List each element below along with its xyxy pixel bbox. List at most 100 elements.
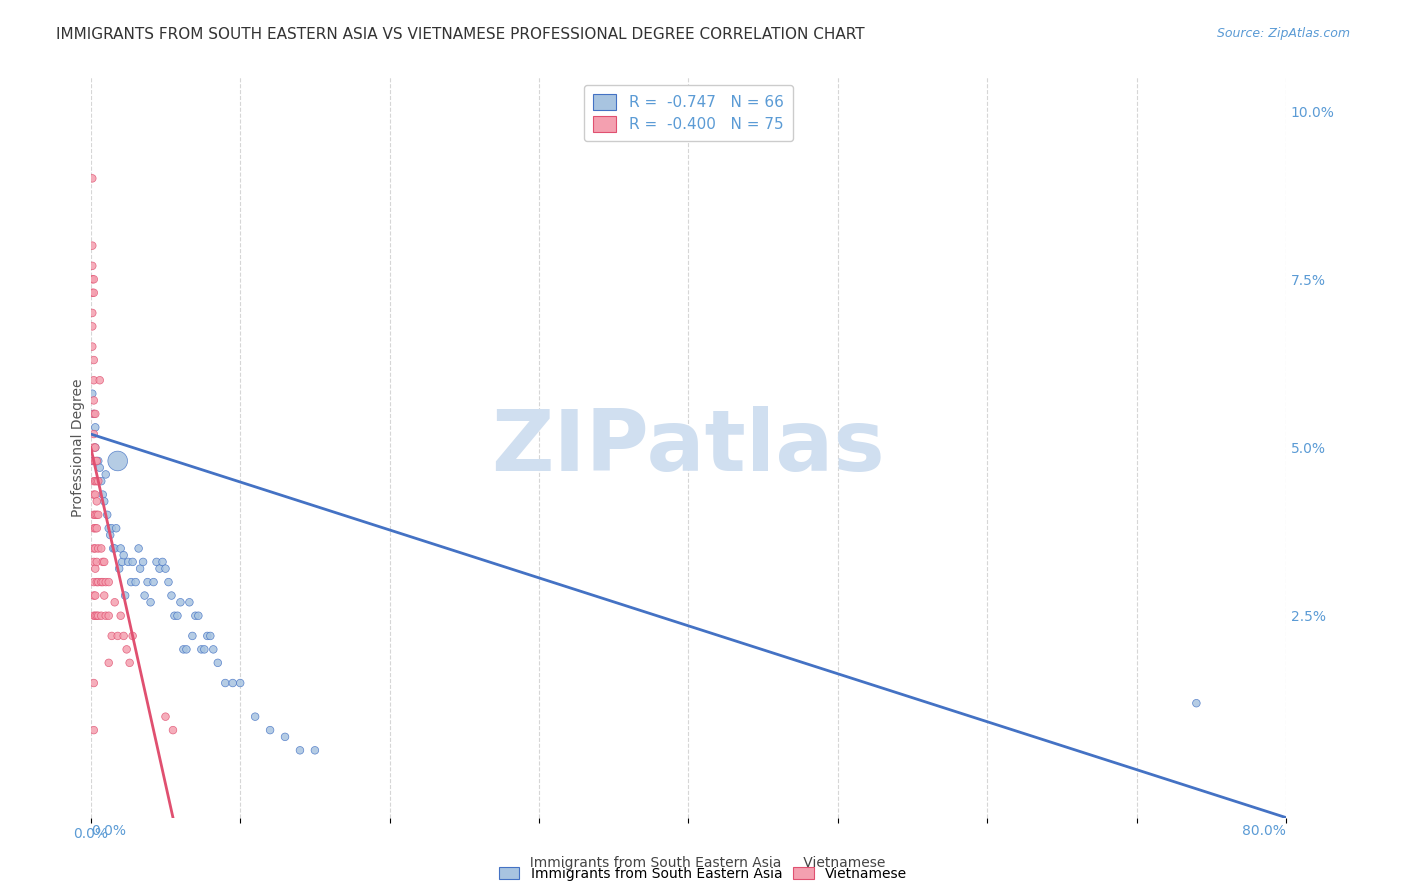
Point (90, 575, 112, 590)
Point (112, 548, 135, 562)
Point (259, 723, 281, 738)
Point (100, 629, 122, 643)
Point (84, 589, 107, 603)
Point (86, 508, 108, 522)
Point (84, 488, 107, 502)
Point (128, 541, 150, 556)
Point (83, 353, 105, 368)
Point (83, 407, 105, 421)
Point (94, 608, 117, 623)
Point (1185, 696, 1208, 710)
Point (91, 488, 114, 502)
Point (82, 386, 104, 401)
Point (84, 508, 107, 522)
Point (100, 521, 122, 535)
Point (87, 541, 110, 556)
Point (155, 561, 177, 575)
Point (90, 541, 112, 556)
Point (110, 541, 132, 556)
Point (84, 474, 107, 488)
Point (124, 575, 146, 590)
Point (91, 555, 114, 569)
Point (87, 454, 110, 468)
Point (187, 608, 209, 623)
Point (82, 238, 104, 252)
Point (83, 393, 105, 408)
Point (83, 454, 105, 468)
Point (84, 521, 107, 535)
Point (94, 467, 117, 482)
Point (83, 373, 105, 387)
Point (86, 454, 108, 468)
Point (83, 272, 105, 286)
Point (84, 608, 107, 623)
Point (87, 575, 110, 590)
Point (86, 474, 108, 488)
Point (139, 595, 162, 609)
Point (111, 555, 134, 569)
Point (87, 474, 110, 488)
Point (274, 730, 297, 744)
Point (84, 441, 107, 455)
Text: IMMIGRANTS FROM SOUTH EASTERN ASIA VS VIETNAMESE PROFESSIONAL DEGREE CORRELATION: IMMIGRANTS FROM SOUTH EASTERN ASIA VS VI… (56, 27, 865, 42)
Point (110, 608, 132, 623)
Point (136, 575, 159, 590)
Point (86, 494, 108, 508)
Point (114, 589, 136, 603)
Point (83, 474, 105, 488)
Point (84, 454, 107, 468)
Point (166, 608, 188, 623)
Point (222, 676, 245, 690)
Point (86, 454, 108, 468)
Point (82, 285, 104, 300)
Point (83, 555, 105, 569)
Point (82, 454, 104, 468)
Legend: Immigrants from South Eastern Asia, Vietnamese: Immigrants from South Eastern Asia, Viet… (495, 863, 911, 885)
Point (83, 508, 105, 522)
Point (184, 608, 207, 623)
Point (107, 629, 129, 643)
Point (98, 528, 121, 542)
Point (155, 709, 177, 723)
Point (82, 319, 104, 334)
Point (91, 575, 114, 590)
Point (83, 608, 105, 623)
Point (84, 420, 107, 434)
Point (142, 575, 165, 590)
Point (120, 575, 142, 590)
Point (115, 642, 138, 657)
Point (83, 723, 105, 738)
Point (195, 629, 218, 643)
Legend: R =  -0.747   N = 66, R =  -0.400   N = 75: R = -0.747 N = 66, R = -0.400 N = 75 (585, 85, 793, 142)
Point (97, 608, 120, 623)
Point (97, 521, 120, 535)
Point (207, 656, 229, 670)
Point (83, 407, 105, 421)
Point (82, 259, 104, 273)
Point (103, 541, 125, 556)
Point (121, 555, 143, 569)
Text: ZIPatlas: ZIPatlas (492, 406, 886, 489)
Text: 80.0%: 80.0% (1241, 823, 1286, 838)
Point (82, 306, 104, 320)
Point (89, 460, 111, 475)
Point (105, 521, 128, 535)
Point (86, 608, 108, 623)
Point (202, 642, 225, 657)
Point (86, 575, 108, 590)
Point (83, 427, 105, 442)
Point (104, 541, 127, 556)
Point (86, 555, 108, 569)
Point (229, 676, 252, 690)
Point (107, 454, 129, 468)
Point (82, 340, 104, 354)
Point (84, 407, 107, 421)
Point (82, 171, 104, 186)
Point (83, 575, 105, 590)
Point (83, 441, 105, 455)
Point (89, 373, 111, 387)
Point (181, 629, 204, 643)
Point (112, 629, 135, 643)
Point (190, 642, 212, 657)
Text: Source: ZipAtlas.com: Source: ZipAtlas.com (1216, 27, 1350, 40)
